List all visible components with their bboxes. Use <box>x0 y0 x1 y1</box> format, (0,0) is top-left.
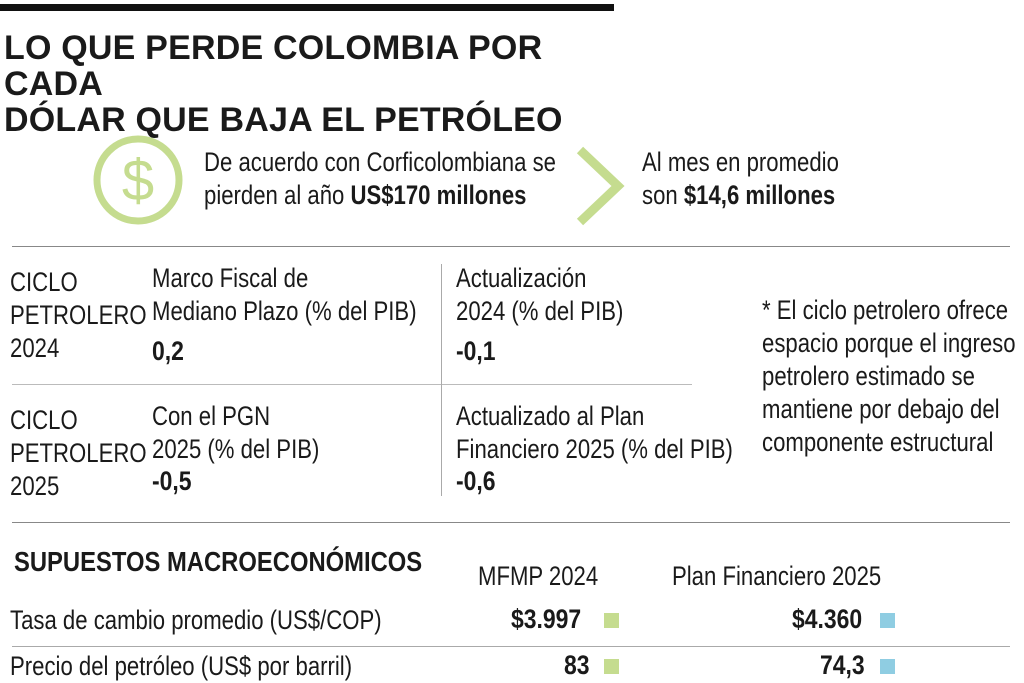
cycle-2024-update-label: Actualización 2024 (% del PIB) <box>456 263 624 326</box>
table-mid-rule <box>12 384 692 385</box>
monthly-loss-value: $14,6 millones <box>683 180 836 210</box>
column-header-mfmp: MFMP 2024 <box>478 561 599 591</box>
cycle-note: * El ciclo petrolero ofrece espacio porq… <box>762 295 1016 457</box>
annual-loss-value: US$170 millones <box>350 180 527 210</box>
cycle-2025-plan-label: Actualizado al Plan Financiero 2025 (% d… <box>456 401 733 464</box>
cycle-2025-plan-value: -0,6 <box>456 466 496 496</box>
row-oil-price-plan: 74,3 <box>820 650 865 680</box>
row-exchange-rate-plan: $4.360 <box>792 604 863 634</box>
annual-loss-text: De acuerdo con Corficolombiana se pierde… <box>204 147 556 210</box>
cycle-2024-label: CICLO PETROLERO 2024 <box>10 267 147 363</box>
cycle-2025-pgn-value: -0,5 <box>152 466 192 496</box>
cycle-2024-mfmp-value: 0,2 <box>152 336 184 366</box>
top-rule <box>0 4 614 11</box>
cycle-2024-update-value: -0,1 <box>456 336 496 366</box>
svg-text:$: $ <box>122 148 154 213</box>
plan-color-swatch <box>880 659 895 674</box>
cycle-2024-mfmp-label: Marco Fiscal de Mediano Plazo (% del PIB… <box>152 263 417 326</box>
mfmp-color-swatch <box>604 613 619 628</box>
assumptions-heading: SUPUESTOS MACROECONÓMICOS <box>14 546 423 577</box>
table-vertical-rule <box>441 264 442 496</box>
monthly-loss-text: Al mes en promedio son $14,6 millones <box>642 147 839 210</box>
row-divider <box>12 646 1010 647</box>
row-exchange-rate-label: Tasa de cambio promedio (US$/COP) <box>10 605 382 635</box>
row-oil-price-mfmp: 83 <box>564 650 590 680</box>
table-top-rule <box>12 246 1010 247</box>
page-title: LO QUE PERDE COLOMBIA POR CADA DÓLAR QUE… <box>4 30 644 138</box>
dollar-circle-icon: $ <box>93 135 183 225</box>
title-line-1: LO QUE PERDE COLOMBIA POR CADA <box>4 29 543 103</box>
row-exchange-rate-mfmp: $3.997 <box>511 604 582 634</box>
row-oil-price-label: Precio del petróleo (US$ por barril) <box>10 651 353 681</box>
chevron-right-icon <box>576 146 625 226</box>
column-header-plan: Plan Financiero 2025 <box>672 561 882 591</box>
cycle-2025-pgn-label: Con el PGN 2025 (% del PIB) <box>152 401 320 464</box>
mfmp-color-swatch <box>604 659 619 674</box>
table-bottom-rule <box>12 522 1010 523</box>
cycle-2025-label: CICLO PETROLERO 2025 <box>10 405 147 501</box>
title-line-2: DÓLAR QUE BAJA EL PETRÓLEO <box>4 101 563 139</box>
plan-color-swatch <box>880 613 895 628</box>
